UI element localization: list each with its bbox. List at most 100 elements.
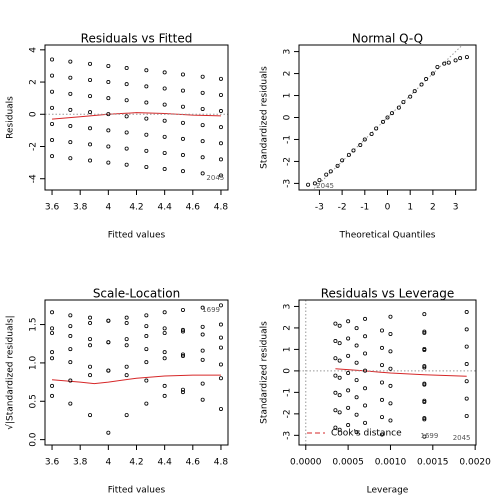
point	[50, 393, 55, 398]
point	[180, 352, 185, 357]
y-axis-label: Standardized residuals	[260, 321, 270, 424]
point	[144, 148, 149, 153]
point	[379, 363, 384, 368]
point	[379, 380, 384, 385]
point	[88, 337, 93, 342]
x-tick-label: 2	[430, 203, 436, 213]
point	[144, 84, 149, 89]
point	[346, 405, 351, 410]
x-tick-label: 4.8	[214, 458, 229, 468]
point	[218, 109, 223, 114]
point	[144, 360, 149, 365]
panel-title: Scale-Location	[93, 287, 180, 301]
point	[144, 313, 149, 318]
point	[422, 416, 427, 421]
point	[333, 390, 338, 395]
x-axis-label: Fitted values	[108, 486, 166, 496]
point	[144, 164, 149, 169]
point	[68, 313, 73, 318]
point	[346, 319, 351, 324]
point-label: 1699	[421, 432, 439, 440]
y-tick-label: 1.5	[29, 317, 39, 331]
point	[200, 348, 205, 353]
point	[346, 423, 351, 428]
point	[144, 378, 149, 383]
point	[335, 163, 340, 168]
panel-title: Normal Q-Q	[352, 32, 423, 46]
x-tick-label: 0	[385, 203, 391, 213]
point	[422, 312, 427, 317]
x-axis-label: Fitted values	[108, 231, 166, 241]
point	[68, 59, 73, 64]
point	[50, 105, 55, 110]
y-tick-label: -2	[283, 409, 293, 418]
point	[50, 89, 55, 94]
point	[380, 119, 385, 124]
point	[218, 335, 223, 340]
y-axis-label: Residuals	[6, 96, 16, 139]
point	[422, 434, 427, 439]
plot-frame	[44, 44, 229, 191]
y-tick-label: -4	[29, 174, 39, 183]
point	[337, 323, 342, 328]
point	[390, 111, 395, 116]
point	[124, 98, 129, 103]
x-tick-label: 0.0000	[290, 458, 322, 468]
point	[337, 427, 342, 432]
x-tick-label: 3.6	[45, 458, 60, 468]
point	[162, 393, 167, 398]
point	[162, 86, 167, 91]
point	[419, 82, 424, 87]
x-tick-label: 0.0005	[332, 458, 364, 468]
point	[363, 316, 368, 321]
x-tick-label: 4.6	[186, 203, 201, 213]
point	[162, 330, 167, 335]
point	[144, 401, 149, 406]
point	[50, 73, 55, 78]
point	[124, 413, 129, 418]
point	[362, 137, 367, 142]
point	[430, 71, 435, 76]
x-tick-label: 0.0020	[459, 458, 491, 468]
point	[106, 160, 111, 165]
point	[68, 107, 73, 112]
point	[218, 303, 223, 308]
point	[333, 339, 338, 344]
point	[453, 58, 458, 63]
point	[180, 387, 185, 392]
point	[200, 332, 205, 337]
x-tick-label: 4	[105, 203, 111, 213]
point-label: 2045	[206, 174, 224, 182]
point	[180, 307, 185, 312]
point	[337, 358, 342, 363]
point	[324, 172, 329, 177]
point	[50, 330, 55, 335]
x-tick-label: 0.0015	[417, 458, 449, 468]
point	[162, 150, 167, 155]
point	[388, 314, 393, 319]
fit-line	[51, 112, 221, 120]
point	[124, 146, 129, 151]
point	[346, 336, 351, 341]
x-tick-label: 4.6	[186, 458, 201, 468]
y-tick-label: 1	[283, 347, 293, 353]
point	[408, 94, 413, 99]
point	[106, 80, 111, 85]
point	[124, 82, 129, 87]
point	[363, 351, 368, 356]
point	[162, 356, 167, 361]
point	[464, 362, 469, 367]
x-tick-label: -3	[315, 203, 324, 213]
point	[379, 345, 384, 350]
point	[124, 337, 129, 342]
point	[88, 142, 93, 147]
point	[422, 400, 427, 405]
plot-area	[45, 57, 228, 178]
legend-label: Cook's distance	[331, 429, 402, 439]
point	[162, 70, 167, 75]
fit-line	[311, 45, 464, 190]
point	[388, 349, 393, 354]
point	[354, 395, 359, 400]
point	[124, 321, 129, 326]
point	[328, 169, 333, 174]
